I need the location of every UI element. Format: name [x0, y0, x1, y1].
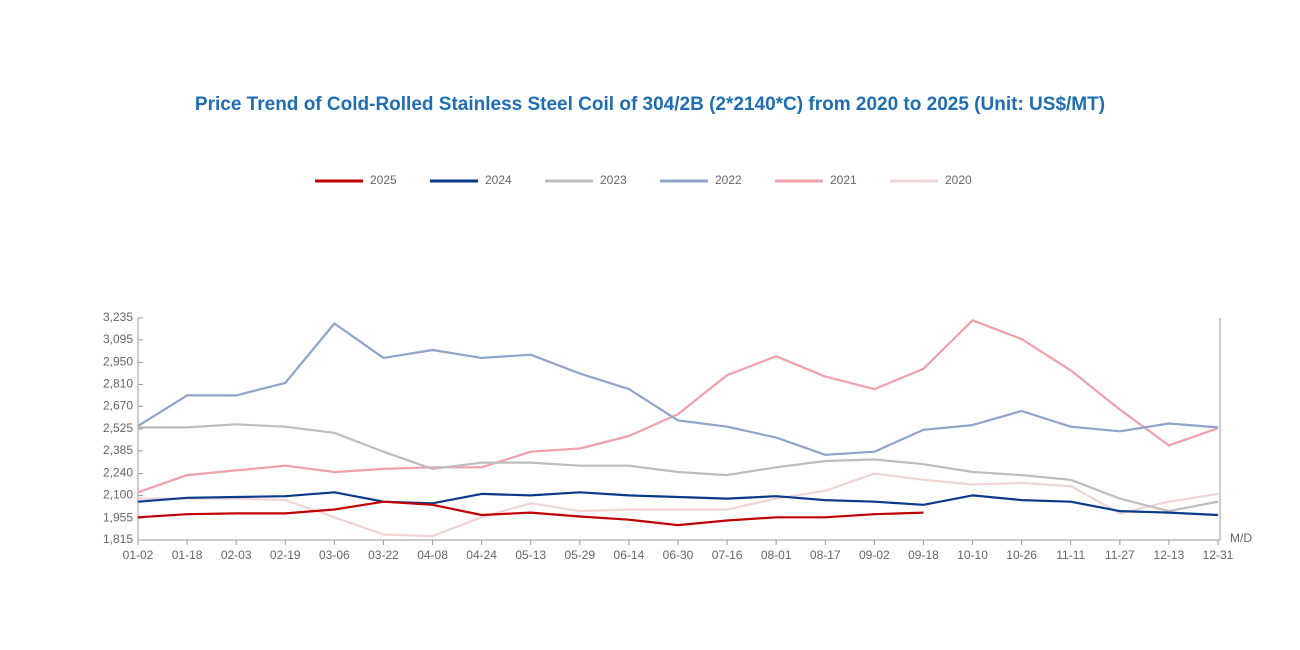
legend-label: 2022	[715, 173, 742, 187]
legend-label: 2025	[370, 173, 397, 187]
series-line	[138, 423, 1219, 513]
x-tick-label: 10-10	[957, 548, 988, 562]
x-tick-label: 01-18	[172, 548, 203, 562]
x-tick-label: 07-16	[712, 548, 743, 562]
y-tick-label: 3,235	[103, 310, 133, 324]
x-tick-label: 11-11	[1056, 548, 1085, 562]
legend-label: 2021	[830, 173, 857, 187]
x-tick-label: 05-13	[515, 548, 546, 562]
series-line	[137, 319, 1219, 494]
x-tick-label: 03-22	[368, 548, 399, 562]
y-tick-label: 2,950	[103, 355, 133, 369]
legend-label: 2020	[945, 173, 972, 187]
x-tick-label: 08-01	[761, 548, 792, 562]
legend-label: 2024	[485, 173, 512, 187]
y-tick-label: 2,670	[103, 399, 133, 413]
x-tick-label: 04-24	[466, 548, 497, 562]
x-tick-label: 02-19	[270, 548, 301, 562]
x-tick-label: 10-26	[1006, 548, 1037, 562]
x-tick-label: 12-31	[1203, 548, 1234, 562]
x-tick-label: 05-29	[564, 548, 595, 562]
series-line	[137, 500, 924, 527]
y-tick-label: 1,815	[103, 532, 133, 546]
legend-label: 2023	[600, 173, 627, 187]
x-tick-label: 08-17	[810, 548, 841, 562]
x-tick-label: 09-02	[859, 548, 890, 562]
x-tick-label: 06-30	[663, 548, 694, 562]
series-line	[137, 322, 1219, 456]
y-tick-label: 1,955	[103, 510, 133, 524]
x-tick-label: 03-06	[319, 548, 350, 562]
x-tick-label: 04-08	[417, 548, 448, 562]
chart-title: Price Trend of Cold-Rolled Stainless Ste…	[195, 94, 1105, 115]
y-tick-label: 2,100	[103, 488, 133, 502]
x-tick-label: 01-02	[123, 548, 154, 562]
y-tick-label: 3,095	[103, 332, 133, 346]
x-tick-label: 06-14	[614, 548, 645, 562]
x-axis-label: M/D	[1230, 531, 1252, 545]
series-line	[137, 491, 1219, 517]
series-line	[138, 472, 1219, 538]
y-tick-label: 2,240	[103, 466, 133, 480]
x-tick-label: 09-18	[908, 548, 939, 562]
x-tick-label: 02-03	[221, 548, 252, 562]
y-tick-label: 2,525	[103, 421, 133, 435]
y-tick-label: 2,810	[103, 377, 133, 391]
x-tick-label: 12-13	[1154, 548, 1185, 562]
x-tick-label: 11-27	[1105, 548, 1135, 562]
y-tick-label: 2,385	[103, 443, 133, 457]
